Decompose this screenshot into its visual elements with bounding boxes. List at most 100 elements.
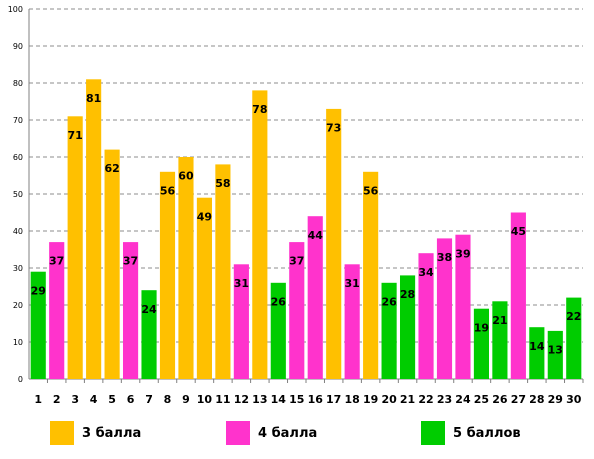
x-tick-label: 1 [34,393,42,406]
data-label: 31 [234,277,249,290]
x-tick-label: 23 [437,393,452,406]
legend-label-4: 4 балла [258,425,318,441]
bar [492,301,508,379]
data-label: 28 [400,288,415,301]
data-label: 37 [49,255,64,268]
bar [270,282,286,379]
x-tick-label: 11 [215,393,230,406]
data-label: 49 [197,210,212,223]
x-tick-label: 15 [289,393,304,406]
data-label: 34 [418,266,434,279]
bar [381,282,397,379]
data-label: 37 [123,255,138,268]
x-tick-label: 28 [529,393,544,406]
bar [67,116,83,380]
data-label: 45 [511,225,526,238]
legend-item-4: 4 балла [226,419,317,447]
x-tick-label: 22 [418,393,433,406]
data-label: 60 [178,170,194,183]
bar [418,253,434,379]
x-tick-label: 21 [400,393,415,406]
bar [252,90,268,380]
data-label: 56 [363,184,379,197]
bar [122,242,139,379]
x-tick-label: 10 [197,393,213,406]
legend-swatch-4 [226,421,250,445]
x-tick-label: 7 [145,393,153,406]
bar [529,327,545,379]
x-tick-label: 2 [53,393,61,406]
x-tick-label: 13 [252,393,267,406]
legend-swatch-3 [50,421,74,445]
x-tick-label: 30 [566,393,582,406]
data-label: 37 [289,255,304,268]
data-label: 14 [529,340,545,353]
data-label: 39 [455,247,470,260]
data-label: 13 [548,343,563,356]
data-label: 62 [104,162,119,175]
data-label: 71 [68,129,83,142]
y-tick-label: 10 [13,338,23,347]
x-tick-label: 3 [71,393,79,406]
data-label: 44 [308,229,324,242]
x-tick-label: 5 [108,393,116,406]
x-tick-label: 16 [308,393,324,406]
bar [344,264,360,379]
bar [547,330,563,379]
bar [233,264,249,379]
x-tick-label: 29 [548,393,563,406]
data-label: 78 [252,103,267,116]
data-label: 29 [31,284,46,297]
y-tick-label: 70 [13,116,23,125]
bar [215,164,231,379]
x-tick-label: 25 [474,393,489,406]
data-label: 81 [86,92,101,105]
bar [566,297,582,379]
x-tick-label: 17 [326,393,341,406]
data-label: 73 [326,121,341,134]
y-tick-label: 20 [13,301,23,310]
y-tick-label: 100 [8,5,23,14]
x-tick-label: 27 [511,393,526,406]
y-tick-label: 40 [13,227,23,236]
data-label: 56 [160,184,176,197]
x-tick-label: 4 [90,393,98,406]
bar [141,290,157,379]
x-tick-label: 12 [234,393,249,406]
bar [455,234,471,379]
bar [104,149,120,379]
x-tick-label: 8 [164,393,172,406]
data-label: 31 [345,277,360,290]
y-tick-label: 50 [13,190,23,199]
bar [159,171,176,379]
x-tick-label: 14 [271,393,287,406]
legend-label-5: 5 баллов [453,425,521,441]
y-tick-label: 0 [18,375,23,384]
legend-item-5: 5 баллов [421,419,521,447]
data-label: 26 [271,295,287,308]
legend-label-3: 3 балла [82,425,142,441]
bar [399,275,416,379]
data-label: 19 [474,321,489,334]
legend-swatch-5 [421,421,445,445]
bar [307,216,323,379]
bar [86,79,102,380]
bar [178,157,194,379]
x-tick-label: 24 [455,393,471,406]
data-label: 21 [492,314,507,327]
x-tick-label: 19 [363,393,378,406]
legend-item-3: 3 балла [50,419,141,447]
bar [473,308,490,379]
bar [436,238,453,379]
data-label: 26 [381,295,397,308]
data-label: 38 [437,251,452,264]
data-label: 24 [141,303,157,316]
bar [326,108,342,380]
bar [49,242,65,379]
bar [510,212,526,379]
y-tick-label: 30 [13,264,23,273]
bar [30,271,46,379]
bar [196,197,213,379]
x-tick-label: 6 [127,393,135,406]
x-tick-label: 26 [492,393,508,406]
